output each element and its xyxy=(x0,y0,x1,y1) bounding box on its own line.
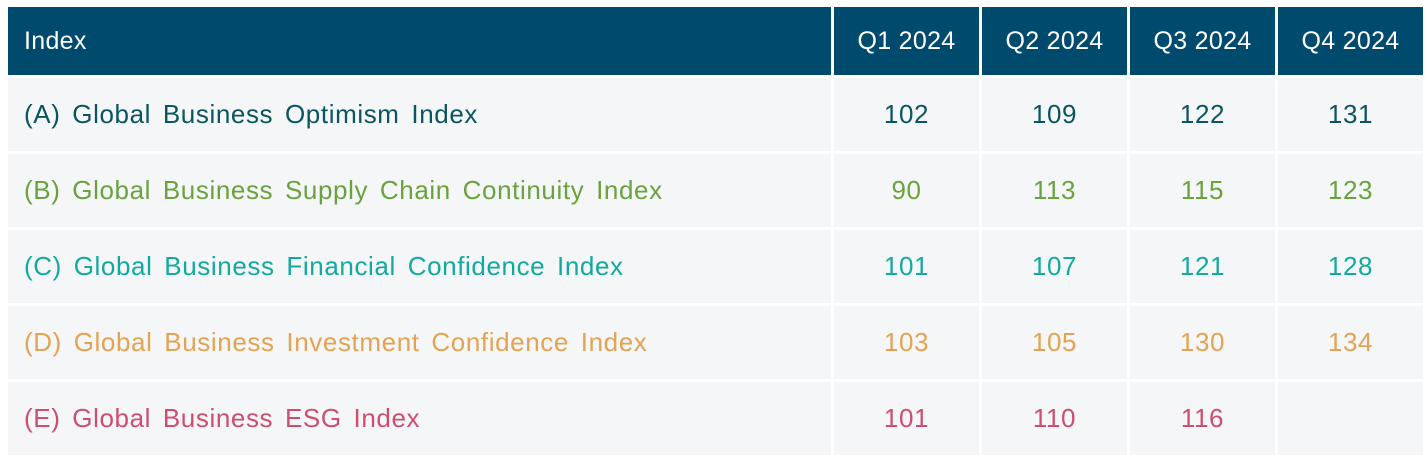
row-e-q1-value: 101 xyxy=(834,382,979,455)
row-b-q2-value: 113 xyxy=(982,154,1127,227)
row-e-q4-value xyxy=(1278,382,1423,455)
row-c-q4-value: 128 xyxy=(1278,230,1423,303)
row-e-q3-value: 116 xyxy=(1130,382,1275,455)
row-label-a: (A) Global Business Optimism Index xyxy=(8,78,831,151)
row-a-q1-value: 102 xyxy=(834,78,979,151)
row-d-q1-value: 103 xyxy=(834,306,979,379)
row-a-q4-value: 131 xyxy=(1278,78,1423,151)
table-header-row: Index Q1 2024 Q2 2024 Q3 2024 Q4 2024 xyxy=(8,7,1423,75)
row-e-q2-value: 110 xyxy=(982,382,1127,455)
row-b-q1-value: 90 xyxy=(834,154,979,227)
row-c-q3-value: 121 xyxy=(1130,230,1275,303)
header-cell-q3: Q3 2024 xyxy=(1130,7,1275,75)
row-a-q2-value: 109 xyxy=(982,78,1127,151)
table-row: (B) Global Business Supply Chain Continu… xyxy=(8,154,1423,227)
row-d-q3-value: 130 xyxy=(1130,306,1275,379)
index-table-container: Index Q1 2024 Q2 2024 Q3 2024 Q4 2024 (A… xyxy=(8,7,1423,455)
table-row: (A) Global Business Optimism Index 102 1… xyxy=(8,78,1423,151)
row-d-q2-value: 105 xyxy=(982,306,1127,379)
header-cell-q2: Q2 2024 xyxy=(982,7,1127,75)
header-cell-q1: Q1 2024 xyxy=(834,7,979,75)
table-row: (C) Global Business Financial Confidence… xyxy=(8,230,1423,303)
row-b-q4-value: 123 xyxy=(1278,154,1423,227)
row-label-e: (E) Global Business ESG Index xyxy=(8,382,831,455)
row-c-q1-value: 101 xyxy=(834,230,979,303)
row-a-q3-value: 122 xyxy=(1130,78,1275,151)
row-label-c: (C) Global Business Financial Confidence… xyxy=(8,230,831,303)
row-label-d: (D) Global Business Investment Confidenc… xyxy=(8,306,831,379)
table-row: (D) Global Business Investment Confidenc… xyxy=(8,306,1423,379)
header-cell-q4: Q4 2024 xyxy=(1278,7,1423,75)
index-table: Index Q1 2024 Q2 2024 Q3 2024 Q4 2024 (A… xyxy=(5,4,1426,458)
row-c-q2-value: 107 xyxy=(982,230,1127,303)
row-b-q3-value: 115 xyxy=(1130,154,1275,227)
header-cell-index: Index xyxy=(8,7,831,75)
row-label-b: (B) Global Business Supply Chain Continu… xyxy=(8,154,831,227)
table-row: (E) Global Business ESG Index 101 110 11… xyxy=(8,382,1423,455)
row-d-q4-value: 134 xyxy=(1278,306,1423,379)
